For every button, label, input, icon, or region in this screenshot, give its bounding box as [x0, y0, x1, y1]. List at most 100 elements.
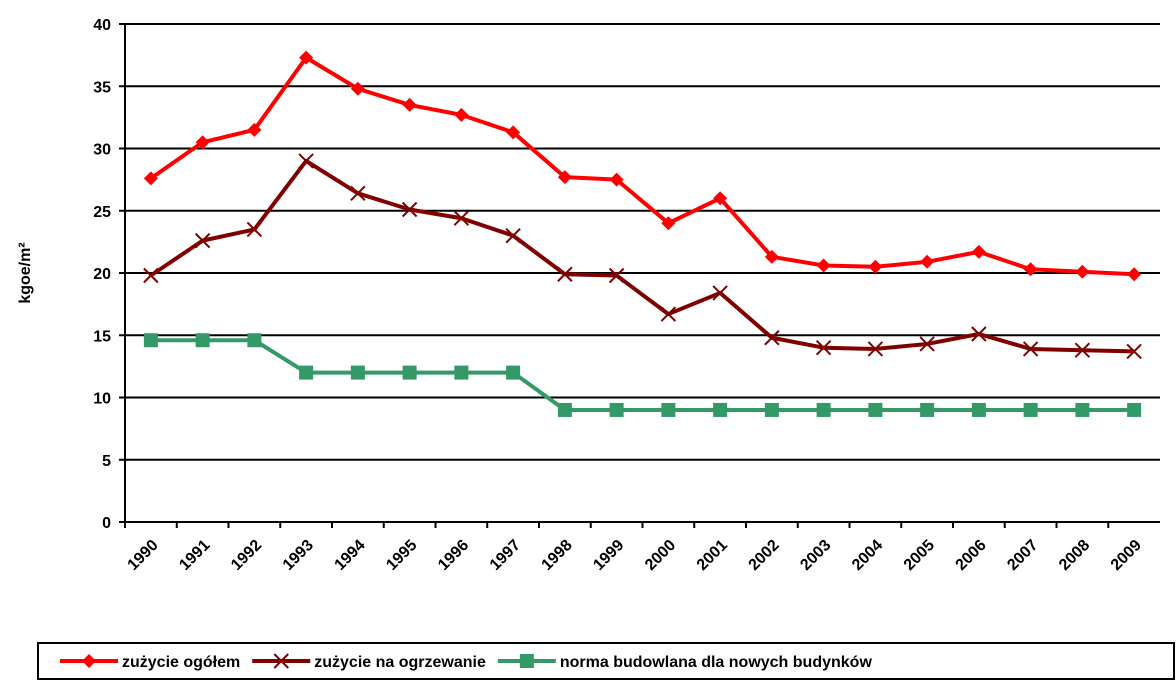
x-tick-label: 2002: [746, 537, 783, 574]
x-tick-label: 2004: [849, 537, 886, 574]
x-tick-label: 2006: [953, 537, 990, 574]
x-tick-label: 1996: [435, 537, 472, 574]
data-point: [454, 365, 469, 380]
data-point: [247, 333, 262, 348]
y-tick-label: 10: [93, 391, 111, 408]
x-tick-label: 2007: [1004, 537, 1041, 574]
data-point: [350, 185, 366, 202]
data-point: [143, 171, 158, 186]
data-point: [143, 333, 158, 348]
data-point: [1126, 343, 1142, 360]
y-tick-label: 30: [93, 142, 111, 159]
y-tick-label: 35: [93, 79, 111, 96]
y-axis-label: kgoe/m²: [17, 242, 34, 303]
x-tick-label: 1991: [176, 537, 213, 574]
data-point: [143, 267, 159, 284]
data-point: [1022, 341, 1039, 357]
legend-label: zużycie ogółem: [122, 654, 240, 671]
data-point: [506, 125, 521, 140]
y-tick-label: 25: [93, 204, 111, 221]
data-point: [402, 97, 417, 112]
x-tick-label: 2008: [1056, 537, 1093, 574]
x-tick-label: 1994: [332, 537, 369, 574]
data-point: [713, 402, 728, 417]
y-tick-label: 5: [102, 453, 111, 470]
x-tick-label: 1993: [280, 537, 317, 574]
data-point: [660, 306, 677, 322]
data-point: [298, 153, 314, 169]
data-point: [299, 50, 314, 65]
data-point: [195, 135, 210, 150]
legend-marker: [519, 654, 534, 668]
y-tick-label: 0: [102, 515, 111, 532]
y-tick-label: 40: [93, 17, 111, 34]
data-point: [1023, 402, 1038, 417]
legend-label: zużycie na ogrzewanie: [314, 654, 486, 671]
data-point: [815, 339, 832, 356]
data-point: [453, 210, 470, 226]
data-point: [1023, 262, 1038, 277]
data-point: [1075, 264, 1090, 279]
data-point: [919, 336, 935, 352]
x-tick-label: 1990: [125, 537, 162, 574]
series-line: [150, 338, 1135, 412]
data-point: [764, 402, 779, 417]
data-point: [1127, 402, 1142, 417]
data-point: [764, 249, 779, 264]
y-tick-label: 20: [93, 266, 111, 283]
x-tick-label: 2001: [694, 537, 731, 574]
series-line: [149, 158, 1135, 354]
data-point: [246, 221, 263, 238]
y-tick-label: 15: [93, 328, 111, 345]
series-line: [149, 55, 1135, 277]
x-tick-label: 2003: [797, 537, 834, 574]
x-tick-label: 2009: [1108, 537, 1145, 574]
data-point: [402, 365, 417, 380]
data-point: [557, 266, 573, 282]
data-point: [712, 285, 728, 301]
data-point: [868, 402, 883, 417]
data-point: [1074, 342, 1091, 358]
data-point: [557, 170, 572, 185]
x-tick-label: 1992: [228, 537, 265, 574]
x-tick-label: 1999: [590, 537, 627, 574]
data-point: [609, 172, 624, 187]
data-point: [816, 402, 831, 417]
data-point: [661, 402, 676, 417]
data-point: [194, 232, 211, 249]
data-point: [971, 326, 987, 342]
data-point: [867, 341, 884, 357]
data-point: [350, 365, 365, 380]
x-tick-label: 2005: [901, 537, 938, 574]
legend-label: norma budowlana dla nowych budynków: [560, 654, 873, 671]
data-point: [505, 227, 521, 244]
legend-marker: [82, 654, 96, 668]
data-point: [764, 330, 780, 346]
legend-box: [37, 642, 1175, 680]
x-tick-label: 1995: [383, 537, 420, 574]
data-point: [299, 365, 314, 380]
x-tick-label: 1997: [487, 537, 524, 574]
data-point: [1127, 267, 1142, 282]
x-tick-label: 2000: [642, 537, 679, 574]
data-point: [971, 402, 986, 417]
legend-marker: [273, 653, 289, 669]
data-point: [247, 122, 262, 137]
data-point: [661, 216, 676, 231]
data-point: [816, 258, 831, 273]
data-point: [609, 402, 624, 417]
data-point: [557, 402, 572, 417]
data-point: [350, 81, 365, 96]
data-point: [920, 254, 935, 269]
data-point: [608, 267, 625, 284]
data-point: [195, 333, 210, 348]
data-point: [920, 402, 935, 417]
data-point: [454, 107, 469, 122]
data-point: [713, 191, 728, 206]
data-point: [971, 244, 986, 259]
data-point: [1075, 402, 1090, 417]
data-point: [506, 365, 521, 380]
data-point: [868, 259, 883, 274]
x-tick-label: 1998: [539, 537, 576, 574]
